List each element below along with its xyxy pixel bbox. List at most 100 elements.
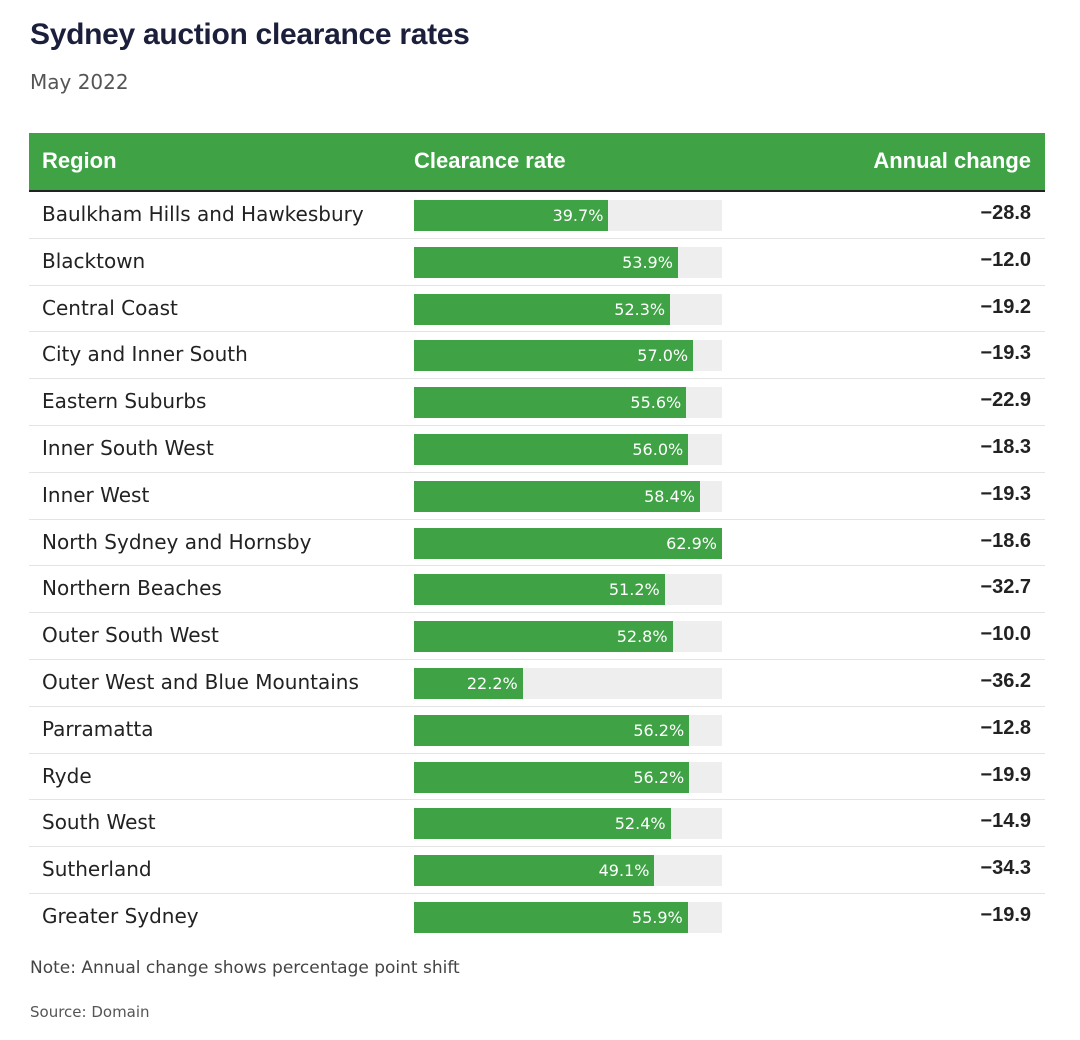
clearance-bar-track: 58.4% bbox=[414, 480, 722, 512]
region-label: Greater Sydney bbox=[42, 903, 199, 928]
region-label: Blacktown bbox=[42, 248, 146, 273]
annual-change-value: −12.0 bbox=[980, 248, 1031, 271]
clearance-bar-track: 52.3% bbox=[414, 293, 722, 325]
clearance-rate-label: 57.0% bbox=[637, 346, 689, 366]
region-label: City and Inner South bbox=[42, 342, 248, 367]
clearance-bar: 56.2% bbox=[414, 714, 690, 746]
region-label: Inner West bbox=[42, 482, 150, 507]
clearance-rate-label: 22.2% bbox=[466, 673, 518, 693]
clearance-bar: 52.4% bbox=[414, 808, 671, 840]
annual-change-value: −34.3 bbox=[980, 857, 1031, 880]
clearance-table: Region Clearance rate Annual change Baul… bbox=[29, 133, 1045, 940]
table-row: Inner West 58.4% −19.3 bbox=[29, 473, 1045, 520]
annual-change-value: −18.6 bbox=[980, 529, 1031, 552]
region-label: Outer West and Blue Mountains bbox=[42, 669, 359, 694]
chart-title: Sydney auction clearance rates bbox=[30, 18, 470, 51]
column-header-annual-change: Annual change bbox=[873, 148, 1031, 173]
table-body: Baulkham Hills and Hawkesbury 39.7% −28.8 B… bbox=[29, 192, 1045, 940]
annual-change-value: −10.0 bbox=[980, 623, 1031, 646]
clearance-bar-track: 52.8% bbox=[414, 621, 722, 653]
table-row: Central Coast 52.3% −19.2 bbox=[29, 286, 1045, 333]
table-row: Baulkham Hills and Hawkesbury 39.7% −28.8 bbox=[29, 192, 1045, 239]
table-row: Sutherland 49.1% −34.3 bbox=[29, 847, 1045, 894]
annual-change-value: −19.2 bbox=[980, 295, 1031, 318]
annual-change-value: −14.9 bbox=[980, 810, 1031, 833]
annual-change-value: −19.3 bbox=[980, 482, 1031, 505]
table-row: Inner South West 56.0% −18.3 bbox=[29, 426, 1045, 473]
chart-subtitle: May 2022 bbox=[30, 70, 129, 94]
clearance-rate-label: 55.6% bbox=[630, 393, 682, 413]
clearance-bar-track: 56.2% bbox=[414, 761, 722, 793]
table-row: Greater Sydney 55.9% −19.9 bbox=[29, 894, 1045, 940]
clearance-bar: 55.9% bbox=[414, 901, 688, 933]
clearance-bar: 55.6% bbox=[414, 387, 687, 419]
column-header-region: Region bbox=[42, 148, 117, 173]
table-row: Outer West and Blue Mountains 22.2% −36.2 bbox=[29, 660, 1045, 707]
annual-change-value: −36.2 bbox=[980, 669, 1031, 692]
clearance-bar-track: 56.0% bbox=[414, 433, 722, 465]
clearance-bar-track: 56.2% bbox=[414, 714, 722, 746]
annual-change-value: −19.9 bbox=[980, 903, 1031, 926]
table-row: Outer South West 52.8% −10.0 bbox=[29, 613, 1045, 660]
clearance-bar: 22.2% bbox=[414, 667, 523, 699]
table-row: City and Inner South 57.0% −19.3 bbox=[29, 332, 1045, 380]
clearance-rate-label: 39.7% bbox=[552, 206, 604, 225]
clearance-rate-label: 53.9% bbox=[622, 252, 673, 272]
clearance-rate-label: 58.4% bbox=[644, 486, 695, 506]
region-label: North Sydney and Hornsby bbox=[42, 529, 312, 554]
clearance-bar-track: 62.9% bbox=[414, 527, 722, 559]
clearance-bar: 53.9% bbox=[414, 246, 678, 278]
region-label: Baulkham Hills and Hawkesbury bbox=[42, 202, 364, 226]
region-label: Eastern Suburbs bbox=[42, 389, 207, 414]
clearance-bar-track: 22.2% bbox=[414, 667, 722, 699]
clearance-bar: 56.2% bbox=[414, 761, 690, 793]
chart-note: Note: Annual change shows percentage poi… bbox=[30, 958, 460, 978]
clearance-rate-label: 56.0% bbox=[632, 439, 684, 459]
clearance-rate-label: 56.2% bbox=[633, 720, 685, 740]
clearance-rate-label: 49.1% bbox=[598, 861, 650, 881]
table-row: Northern Beaches 51.2% −32.7 bbox=[29, 566, 1045, 614]
clearance-bar: 52.3% bbox=[414, 293, 671, 325]
clearance-bar-track: 49.1% bbox=[414, 855, 722, 887]
clearance-bar-track: 55.9% bbox=[414, 901, 722, 933]
region-label: Sutherland bbox=[42, 857, 152, 882]
clearance-bar-track: 53.9% bbox=[414, 246, 722, 278]
table-row: North Sydney and Hornsby 62.9% −18.6 bbox=[29, 520, 1045, 567]
table-row: Parramatta 56.2% −12.8 bbox=[29, 707, 1045, 754]
table-row: Eastern Suburbs 55.6% −22.9 bbox=[29, 379, 1045, 426]
annual-change-value: −22.9 bbox=[980, 389, 1031, 412]
table-row: Blacktown 53.9% −12.0 bbox=[29, 239, 1045, 286]
clearance-bar: 56.0% bbox=[414, 433, 689, 465]
clearance-bar-track: 55.6% bbox=[414, 387, 722, 419]
region-label: South West bbox=[42, 810, 156, 835]
annual-change-value: −19.3 bbox=[980, 342, 1031, 365]
region-label: Inner South West bbox=[42, 435, 214, 460]
clearance-rate-label: 51.2% bbox=[608, 580, 660, 600]
annual-change-value: −18.3 bbox=[980, 435, 1031, 458]
clearance-bar: 57.0% bbox=[414, 340, 694, 372]
clearance-bar: 49.1% bbox=[414, 855, 655, 887]
clearance-bar: 51.2% bbox=[414, 574, 665, 606]
region-label: Central Coast bbox=[42, 295, 178, 320]
clearance-rate-label: 55.9% bbox=[631, 907, 683, 927]
table-row: South West 52.4% −14.9 bbox=[29, 800, 1045, 848]
annual-change-value: −19.9 bbox=[980, 763, 1031, 786]
annual-change-value: −32.7 bbox=[980, 576, 1031, 599]
table-row: Ryde 56.2% −19.9 bbox=[29, 754, 1045, 801]
clearance-bar: 62.9% bbox=[414, 527, 722, 559]
clearance-rate-label: 52.4% bbox=[614, 814, 666, 834]
region-label: Northern Beaches bbox=[42, 576, 222, 601]
clearance-rate-label: 52.3% bbox=[614, 299, 666, 319]
chart-source: Source: Domain bbox=[30, 1003, 150, 1021]
clearance-bar-track: 39.7% bbox=[414, 200, 722, 231]
annual-change-value: −12.8 bbox=[980, 716, 1031, 739]
region-label: Parramatta bbox=[42, 716, 154, 741]
column-header-clearance-rate: Clearance rate bbox=[414, 148, 566, 173]
clearance-bar: 52.8% bbox=[414, 621, 673, 653]
region-label: Ryde bbox=[42, 763, 92, 788]
annual-change-value: −28.8 bbox=[980, 202, 1031, 224]
region-label: Outer South West bbox=[42, 623, 219, 648]
clearance-rate-label: 62.9% bbox=[666, 533, 717, 553]
clearance-bar: 58.4% bbox=[414, 480, 700, 512]
clearance-bar: 39.7% bbox=[414, 200, 609, 231]
